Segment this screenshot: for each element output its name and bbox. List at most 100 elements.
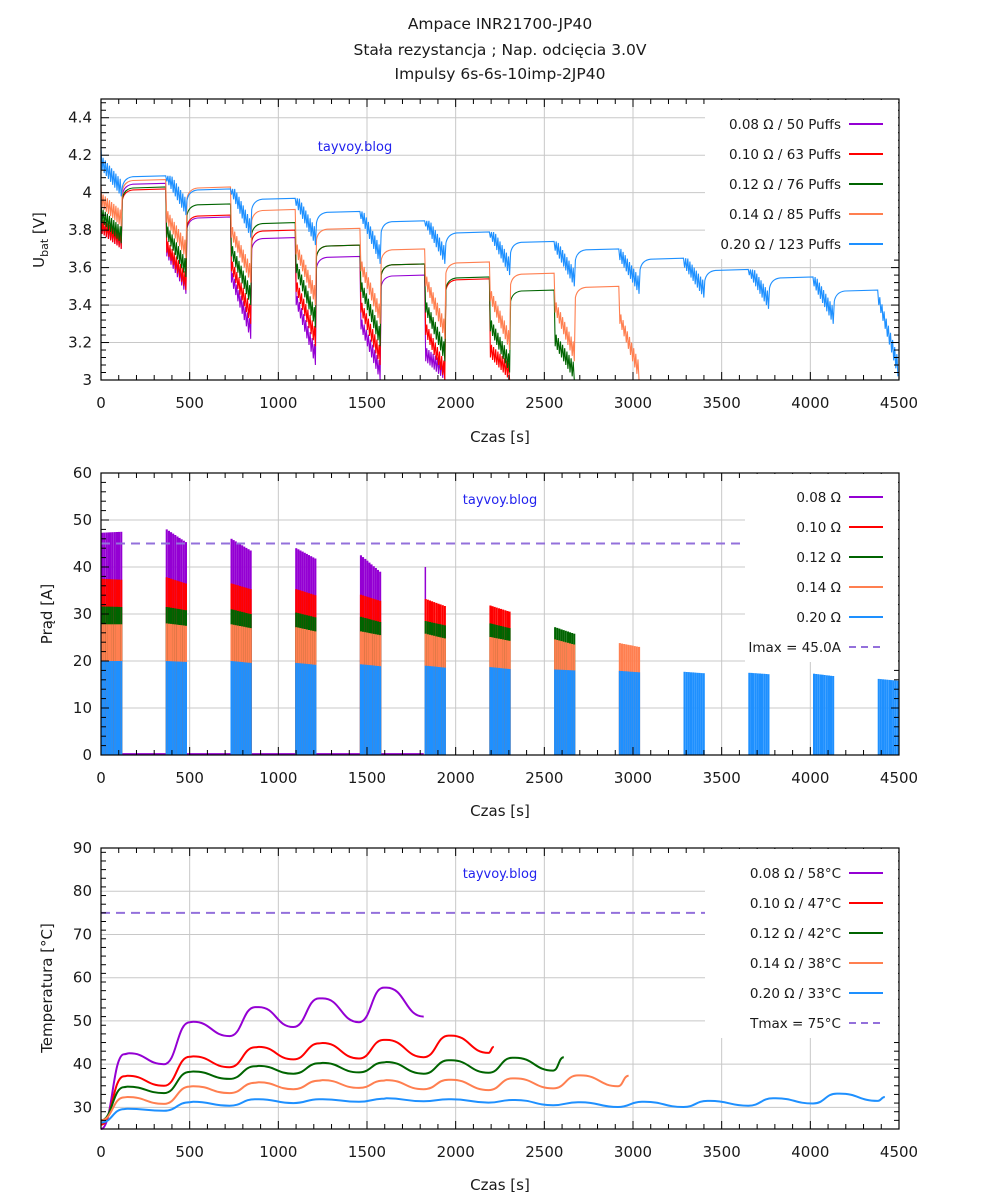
current-pulse-bar (892, 680, 895, 755)
current-pulse-bar (752, 673, 755, 755)
current-pulse-bar (236, 661, 239, 755)
voltage-series-line (100, 179, 640, 381)
x-tick-label: 3000 (614, 769, 652, 787)
current-pulse-bar (241, 662, 244, 755)
current-pulse-bar (558, 669, 561, 755)
y-tick-label: 4.2 (68, 146, 92, 164)
y-tick-label: 60 (73, 969, 92, 987)
current-pulse-bar (113, 661, 116, 755)
legend-entry: 0.10 Ω / 47°C (750, 896, 883, 912)
legend-entry: 0.08 Ω / 58°C (750, 866, 883, 882)
current-pulse-bar (825, 675, 828, 755)
legend-label: 0.08 Ω / 50 Puffs (729, 117, 841, 133)
current-pulse-bar (370, 665, 373, 755)
voltage-axes: 0 500 1000 1500 2000 2500 3000 3500 4000 4500 3 3.2… (68, 98, 918, 412)
x-tick-label: 1500 (348, 1143, 386, 1161)
current-pulse-bar (118, 661, 121, 755)
current-pulse-bar (303, 663, 306, 755)
legend-entry: 0.10 Ω (796, 520, 883, 536)
current-pulse-bar (821, 674, 824, 755)
legend-label: 0.08 Ω / 58°C (750, 866, 841, 882)
current-pulse-bar (174, 661, 177, 755)
x-tick-label: 500 (175, 769, 204, 787)
current-pulse-bar (245, 662, 248, 755)
legend-entry: 0.20 Ω / 123 Puffs (720, 237, 883, 253)
current-pulse-bar (437, 667, 440, 755)
x-tick-label: 2000 (437, 1143, 475, 1161)
current-pulse-bar (508, 669, 511, 755)
y-tick-label: 10 (73, 699, 92, 717)
current-pulse-bar (230, 661, 233, 755)
current-pulse-bar (817, 674, 820, 755)
current-pulse-bar (815, 674, 818, 755)
legend-entry: 0.20 Ω (796, 610, 883, 626)
current-pulse-bar (170, 661, 173, 755)
current-pulse-bar (827, 675, 830, 755)
current-pulse-bar (819, 674, 822, 755)
current-pulse-bar (832, 676, 835, 755)
current-pulse-bar (562, 669, 565, 755)
voltage-series-line (100, 186, 575, 381)
current-watermark: tayvoy.blog (463, 493, 537, 508)
current-pulse-bar (379, 666, 382, 755)
current-pulse-bar (247, 662, 250, 755)
current-pulse-bar (120, 661, 123, 755)
current-pulse-bar (232, 661, 235, 755)
voltage-y-label-sub: bat (38, 238, 51, 257)
x-tick-label: 500 (175, 1143, 204, 1161)
x-tick-label: 1500 (348, 769, 386, 787)
x-tick-label: 3000 (614, 394, 652, 412)
current-pulse-bar (165, 661, 168, 755)
y-tick-label: 30 (73, 1098, 92, 1116)
current-pulse-bar (178, 661, 181, 755)
current-pulse-bar (564, 670, 567, 755)
legend-entry: Tmax = 75°C (749, 1016, 883, 1032)
current-pulse-bar (756, 673, 759, 755)
x-tick-label: 4000 (791, 769, 829, 787)
x-tick-label: 500 (175, 394, 204, 412)
x-tick-label: 1000 (259, 1143, 297, 1161)
legend-label: 0.12 Ω / 42°C (750, 926, 841, 942)
x-tick-label: 3500 (703, 1143, 741, 1161)
current-pulse-bar (489, 667, 492, 755)
current-pulse-bar (683, 671, 686, 755)
y-tick-label: 40 (73, 558, 92, 576)
legend-label: 0.10 Ω / 47°C (750, 896, 841, 912)
current-pulse-bar (243, 662, 246, 755)
current-pulse-bar (620, 671, 623, 755)
legend-label: Tmax = 75°C (749, 1016, 841, 1032)
x-tick-label: 1000 (259, 394, 297, 412)
current-pulse-bar (890, 680, 893, 755)
current-pulse-bar (879, 679, 882, 755)
legend-entry: 0.14 Ω (796, 580, 883, 596)
x-tick-label: 4000 (791, 1143, 829, 1161)
current-pulse-bar (312, 664, 315, 755)
temperature-series-line (100, 1092, 885, 1124)
temperature-watermark: tayvoy.blog (463, 867, 537, 882)
legend-entry: 0.12 Ω (796, 550, 883, 566)
chart-title-line-3: Impulsy 6s-6s-10imp-2JP40 (395, 65, 606, 83)
current-pulse-bar (431, 666, 434, 755)
x-tick-label: 0 (96, 769, 106, 787)
current-pulse-bar (638, 672, 641, 755)
temperature-series-line (100, 1074, 629, 1122)
y-tick-label: 3.6 (68, 259, 92, 277)
legend-label: 0.14 Ω / 85 Puffs (729, 207, 841, 223)
x-tick-label: 4000 (791, 394, 829, 412)
x-tick-label: 1000 (259, 769, 297, 787)
voltage-y-label-unit: [V] (30, 212, 48, 239)
y-tick-label: 70 (73, 925, 92, 943)
current-pulse-bar (295, 662, 298, 755)
legend-entry: 0.08 Ω (796, 490, 883, 506)
current-pulse-bar (111, 661, 114, 755)
current-pulse-bar (439, 667, 442, 755)
current-pulse-bar (692, 672, 695, 755)
x-tick-label: 4500 (880, 769, 918, 787)
legend-label: 0.12 Ω (796, 550, 841, 566)
current-pulse-bar (307, 664, 310, 755)
x-tick-label: 1500 (348, 394, 386, 412)
y-tick-label: 50 (73, 1012, 92, 1030)
voltage-legend: 0.08 Ω / 50 Puffs 0.10 Ω / 63 Puffs 0.12 Ω… (705, 100, 898, 259)
current-pulse-bar (694, 672, 697, 755)
current-pulse-bar (748, 672, 751, 756)
